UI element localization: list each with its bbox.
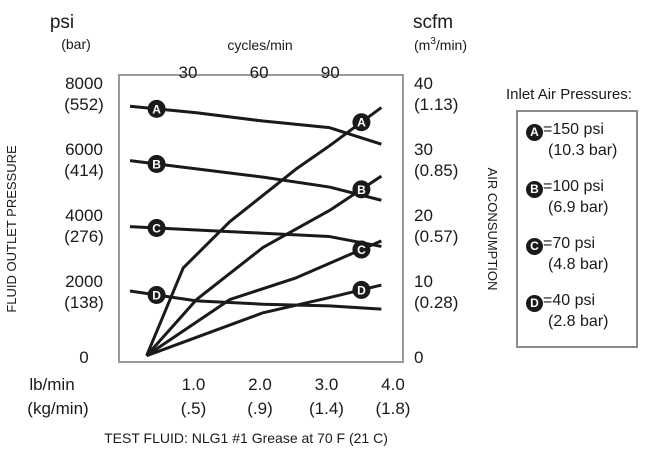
bottom-caption: TEST FLUID: NLG1 #1 Grease at 70 F (21 C… bbox=[104, 430, 388, 446]
fluid-pressure-line-d bbox=[129, 289, 382, 311]
right-tick-label: 30 bbox=[414, 140, 433, 159]
air-consumption-line-a bbox=[145, 106, 383, 357]
left-axis-units-metric: (bar) bbox=[61, 36, 91, 52]
right-tick-label: 10 bbox=[414, 272, 433, 291]
bottom-tick-label-metric: (.5) bbox=[181, 399, 207, 418]
left-tick-label-metric: (138) bbox=[64, 293, 104, 312]
bottom-axis-units: lb/min bbox=[29, 375, 74, 394]
bottom-tick-label-metric: (.9) bbox=[247, 399, 273, 418]
svg-text:D: D bbox=[152, 288, 161, 302]
left-tick-label: 4000 bbox=[65, 206, 103, 225]
right-axis-units-metric: (m3/min) bbox=[414, 36, 467, 53]
svg-text:A: A bbox=[357, 116, 366, 130]
plot-frame bbox=[118, 74, 404, 363]
series-marker-d: D bbox=[352, 280, 371, 299]
legend-title: Inlet Air Pressures: bbox=[506, 86, 632, 103]
right-tick-label: 20 bbox=[414, 206, 433, 225]
series-marker-c: C bbox=[147, 218, 166, 237]
right-tick-label-metric: (0.28) bbox=[414, 293, 458, 312]
series-marker-b: B bbox=[147, 154, 166, 173]
series-marker-c: C bbox=[352, 240, 371, 259]
air-consumption-line-d bbox=[146, 283, 382, 358]
air-consumption-line-c bbox=[145, 239, 382, 357]
left-tick-label-metric: (414) bbox=[64, 161, 104, 180]
legend-badge-a: A bbox=[526, 124, 543, 141]
legend-item-c: C =70 psi (4.8 bar) bbox=[526, 234, 638, 274]
legend-pressure-metric-c: (4.8 bar) bbox=[548, 256, 609, 273]
air-consumption-line-b bbox=[145, 174, 383, 357]
legend: A =150 psi (10.3 bar) B =100 psi (6.9 bar) C =7… bbox=[516, 110, 638, 348]
right-tick-label: 40 bbox=[414, 74, 433, 93]
top-axis-label: cycles/min bbox=[227, 37, 292, 53]
right-tick-label-metric: (0.57) bbox=[414, 227, 458, 246]
bottom-tick-label-metric: (1.8) bbox=[376, 399, 411, 418]
svg-text:C: C bbox=[357, 243, 366, 257]
fluid-pressure-line-c bbox=[129, 225, 382, 248]
top-tick-label: 90 bbox=[321, 63, 340, 82]
svg-text:B: B bbox=[357, 183, 366, 197]
legend-pressure-metric-a: (10.3 bar) bbox=[548, 142, 618, 159]
series-marker-a: A bbox=[352, 113, 371, 132]
legend-pressure-metric-b: (6.9 bar) bbox=[548, 199, 609, 216]
svg-text:B: B bbox=[152, 157, 161, 171]
left-axis-units: psi bbox=[50, 12, 74, 33]
bottom-tick-label: 3.0 bbox=[315, 375, 339, 394]
svg-text:D: D bbox=[357, 283, 366, 297]
legend-pressure-c: =70 psi bbox=[543, 235, 596, 252]
left-tick-label: 8000 bbox=[65, 74, 103, 93]
legend-badge-c: C bbox=[526, 238, 543, 255]
svg-text:A: A bbox=[152, 102, 161, 116]
bottom-tick-label-metric: (1.4) bbox=[309, 399, 344, 418]
legend-item-b: B =100 psi (6.9 bar) bbox=[526, 177, 638, 217]
left-tick-label: 0 bbox=[79, 348, 88, 367]
bottom-axis-units-metric: (kg/min) bbox=[27, 399, 88, 418]
series-marker-a: A bbox=[147, 99, 166, 118]
left-axis-label: FLUID OUTLET PRESSURE bbox=[4, 145, 19, 313]
svg-text:C: C bbox=[152, 221, 161, 235]
left-tick-label: 6000 bbox=[65, 140, 103, 159]
left-tick-label: 2000 bbox=[65, 272, 103, 291]
series-marker-d: D bbox=[147, 285, 166, 304]
left-tick-label-metric: (276) bbox=[64, 227, 104, 246]
top-tick-label: 30 bbox=[179, 63, 198, 82]
legend-pressure-b: =100 psi bbox=[543, 178, 604, 195]
right-tick-label-metric: (0.85) bbox=[414, 161, 458, 180]
bottom-tick-label: 1.0 bbox=[182, 375, 206, 394]
fluid-pressure-line-b bbox=[129, 159, 382, 202]
right-tick-label-metric: (1.13) bbox=[414, 95, 458, 114]
legend-badge-b: B bbox=[526, 181, 543, 198]
right-axis-label: AIR CONSUMPTION bbox=[485, 168, 500, 291]
right-tick-label: 0 bbox=[414, 348, 423, 367]
top-tick-label: 60 bbox=[250, 63, 269, 82]
legend-pressure-a: =150 psi bbox=[543, 121, 604, 138]
left-tick-label-metric: (552) bbox=[64, 95, 104, 114]
series-marker-b: B bbox=[352, 180, 371, 199]
legend-badge-d: D bbox=[526, 295, 543, 312]
bottom-tick-label: 2.0 bbox=[248, 375, 272, 394]
fluid-pressure-line-a bbox=[129, 104, 382, 146]
legend-item-a: A =150 psi (10.3 bar) bbox=[526, 120, 638, 160]
legend-pressure-d: =40 psi bbox=[543, 292, 596, 309]
legend-item-d: D =40 psi (2.8 bar) bbox=[526, 291, 638, 331]
right-axis-units: scfm bbox=[413, 12, 453, 33]
bottom-tick-label: 4.0 bbox=[381, 375, 405, 394]
legend-pressure-metric-d: (2.8 bar) bbox=[548, 313, 609, 330]
